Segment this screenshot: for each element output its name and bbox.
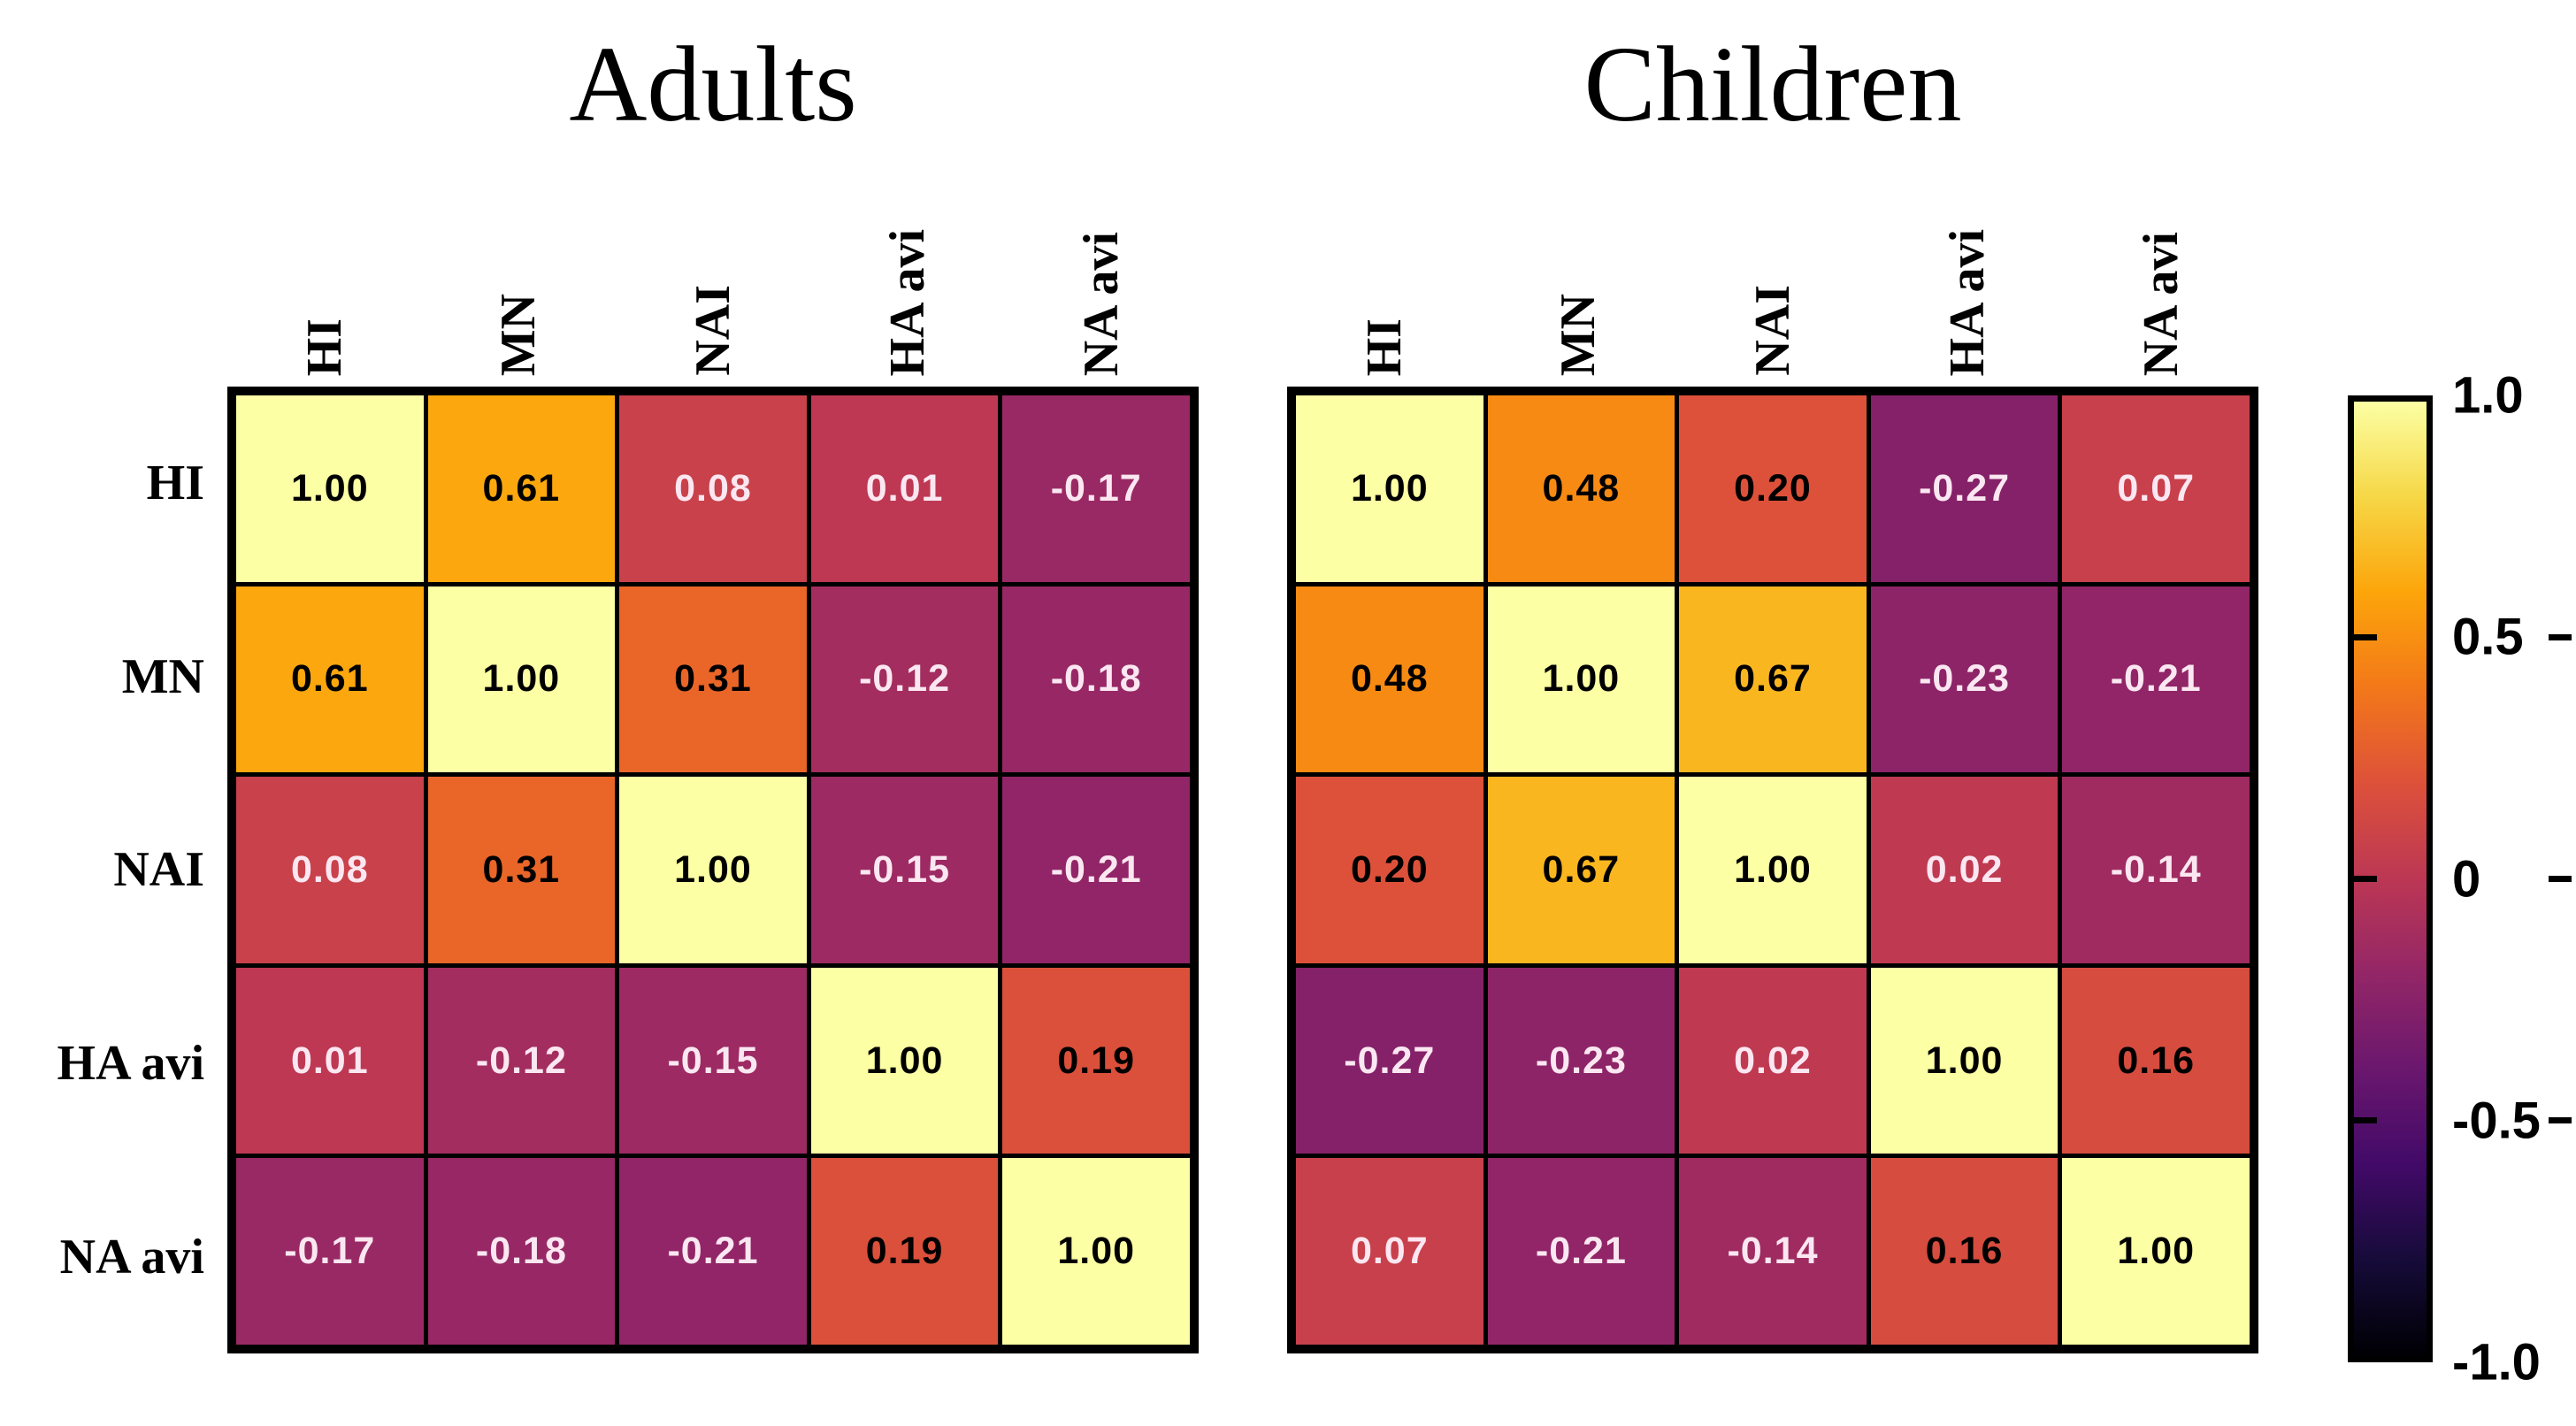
matrix-cell-adults-r0c1: 0.61: [427, 395, 616, 582]
colorbar-tick--0.5: [2354, 1117, 2377, 1124]
matrix-cell-adults-r2c2: 1.00: [619, 777, 807, 963]
column-label-na-avi: NA avi: [2134, 231, 2189, 376]
matrix-cell-adults-r1c3: -0.12: [810, 586, 999, 773]
matrix-cell-children-r4c3: 0.16: [1870, 1158, 2058, 1345]
column-labels: HI MN NAI HA avi NA avi: [1287, 162, 2258, 387]
matrix-cell-adults-r3c1: -0.12: [427, 967, 616, 1154]
matrix-cell-adults-r1c4: -0.18: [1002, 586, 1190, 773]
matrix-cell-adults-r4c0: -0.17: [236, 1158, 424, 1345]
matrix-cell-children-r3c1: -0.23: [1487, 967, 1675, 1154]
panel-adults: HI MN NAI HA avi NA avi Adults HI MN NAI HA avi…: [24, 7, 1199, 1353]
matrix-cell-adults-r4c1: -0.18: [427, 1158, 616, 1345]
column-labels: HI MN NAI HA avi NA avi: [227, 162, 1199, 387]
column-label-na-avi: NA avi: [1074, 231, 1130, 376]
matrix-cell-adults-r0c2: 0.08: [619, 395, 807, 582]
matrix-cell-adults-r2c0: 0.08: [236, 777, 424, 963]
column-label-hi: HI: [1356, 318, 1412, 376]
matrix-cell-children-r2c1: 0.67: [1487, 777, 1675, 963]
matrix-cell-children-r3c0: -0.27: [1296, 967, 1484, 1154]
row-label-mn: MN: [121, 648, 204, 704]
colorbar-tick-label-0: 0: [2452, 850, 2481, 908]
column-label-ha-avi: HA avi: [1939, 228, 1995, 376]
colorbar: 1.0 0.5 0 -0.5 -1.0: [2348, 367, 2576, 1392]
panel-adults-main: Adults HI MN NAI HA avi NA avi 1.00 0.61 0.08 0…: [227, 7, 1199, 1353]
colorbar-tick-label-0.5: 0.5: [2452, 608, 2524, 666]
column-label-mn: MN: [491, 293, 547, 376]
matrix-cell-adults-r1c1: 1.00: [427, 586, 616, 773]
matrix-cell-adults-r1c2: 0.31: [619, 586, 807, 773]
colorbar-tick-label--1.0: -1.0: [2452, 1333, 2541, 1392]
matrix-cell-adults-r4c4: 1.00: [1002, 1158, 1190, 1345]
matrix-cell-children-r2c3: 0.02: [1870, 777, 2058, 963]
column-label-nai: NAI: [1744, 285, 1800, 376]
matrix-cell-children-r4c2: -0.14: [1679, 1158, 1867, 1345]
matrix-cell-children-r0c4: 0.07: [2062, 395, 2250, 582]
colorbar-tick-0: [2549, 876, 2572, 882]
matrix-cell-adults-r0c4: -0.17: [1002, 395, 1190, 582]
panel-children-main: Children HI MN NAI HA avi NA avi 1.00 0.48 0.2…: [1287, 7, 2258, 1353]
heatmap-matrix-adults: 1.00 0.61 0.08 0.01 -0.17 0.61 1.00 0.31 -0.12 -0…: [227, 387, 1199, 1353]
matrix-cell-adults-r2c3: -0.15: [810, 777, 999, 963]
matrix-cell-children-r3c3: 1.00: [1870, 967, 2058, 1154]
matrix-cell-adults-r1c0: 0.61: [236, 586, 424, 773]
matrix-cell-children-r3c4: 0.16: [2062, 967, 2250, 1154]
matrix-cell-children-r0c0: 1.00: [1296, 395, 1484, 582]
matrix-cell-children-r2c2: 1.00: [1679, 777, 1867, 963]
matrix-cell-children-r0c1: 0.48: [1487, 395, 1675, 582]
row-label-nai: NAI: [113, 842, 204, 898]
panel-children: Children HI MN NAI HA avi NA avi 1.00 0.48 0.2…: [1287, 7, 2258, 1353]
colorbar-tick-0.5: [2354, 633, 2377, 640]
colorbar-tick-label--0.5: -0.5: [2452, 1092, 2541, 1150]
column-label-ha-avi: HA avi: [879, 228, 935, 376]
column-label-nai: NAI: [685, 285, 740, 376]
row-label-ha-avi: HA avi: [57, 1036, 204, 1092]
matrix-cell-children-r4c4: 1.00: [2062, 1158, 2250, 1345]
matrix-cell-children-r4c0: 0.07: [1296, 1158, 1484, 1345]
matrix-cell-children-r1c1: 1.00: [1487, 586, 1675, 773]
matrix-cell-children-r1c3: -0.23: [1870, 586, 2058, 773]
matrix-cell-adults-r3c0: 0.01: [236, 967, 424, 1154]
colorbar-tick-0: [2354, 876, 2377, 882]
matrix-cell-adults-r2c1: 0.31: [427, 777, 616, 963]
matrix-cell-children-r0c2: 0.20: [1679, 395, 1867, 582]
row-label-na-avi: NA avi: [59, 1229, 204, 1284]
matrix-cell-children-r1c0: 0.48: [1296, 586, 1484, 773]
matrix-cell-children-r3c2: 0.02: [1679, 967, 1867, 1154]
panel-title-adults: Adults: [569, 24, 857, 144]
matrix-cell-adults-r0c0: 1.00: [236, 395, 424, 582]
panel-title-children: Children: [1583, 24, 1962, 144]
colorbar-tick-0.5: [2549, 633, 2572, 640]
matrix-cell-adults-r0c3: 0.01: [810, 395, 999, 582]
matrix-cell-adults-r2c4: -0.21: [1002, 777, 1190, 963]
matrix-cell-adults-r3c3: 1.00: [810, 967, 999, 1154]
colorbar-tick--0.5: [2549, 1117, 2572, 1124]
matrix-cell-adults-r3c4: 0.19: [1002, 967, 1190, 1154]
row-label-hi: HI: [146, 456, 204, 511]
row-labels: HI MN NAI HA avi NA avi: [24, 387, 227, 1353]
matrix-cell-children-r0c3: -0.27: [1870, 395, 2058, 582]
matrix-cell-children-r1c4: -0.21: [2062, 586, 2250, 773]
matrix-cell-adults-r4c3: 0.19: [810, 1158, 999, 1345]
matrix-cell-adults-r4c2: -0.21: [619, 1158, 807, 1345]
column-label-mn: MN: [1551, 293, 1606, 376]
matrix-cell-children-r4c1: -0.21: [1487, 1158, 1675, 1345]
heatmap-matrix-children: 1.00 0.48 0.20 -0.27 0.07 0.48 1.00 0.67 -0.23 -0…: [1287, 387, 2258, 1353]
matrix-cell-children-r2c4: -0.14: [2062, 777, 2250, 963]
column-label-hi: HI: [296, 318, 352, 376]
matrix-cell-children-r2c0: 0.20: [1296, 777, 1484, 963]
matrix-cell-adults-r3c2: -0.15: [619, 967, 807, 1154]
colorbar-tick-label-1.0: 1.0: [2452, 366, 2524, 425]
matrix-cell-children-r1c2: 0.67: [1679, 586, 1867, 773]
